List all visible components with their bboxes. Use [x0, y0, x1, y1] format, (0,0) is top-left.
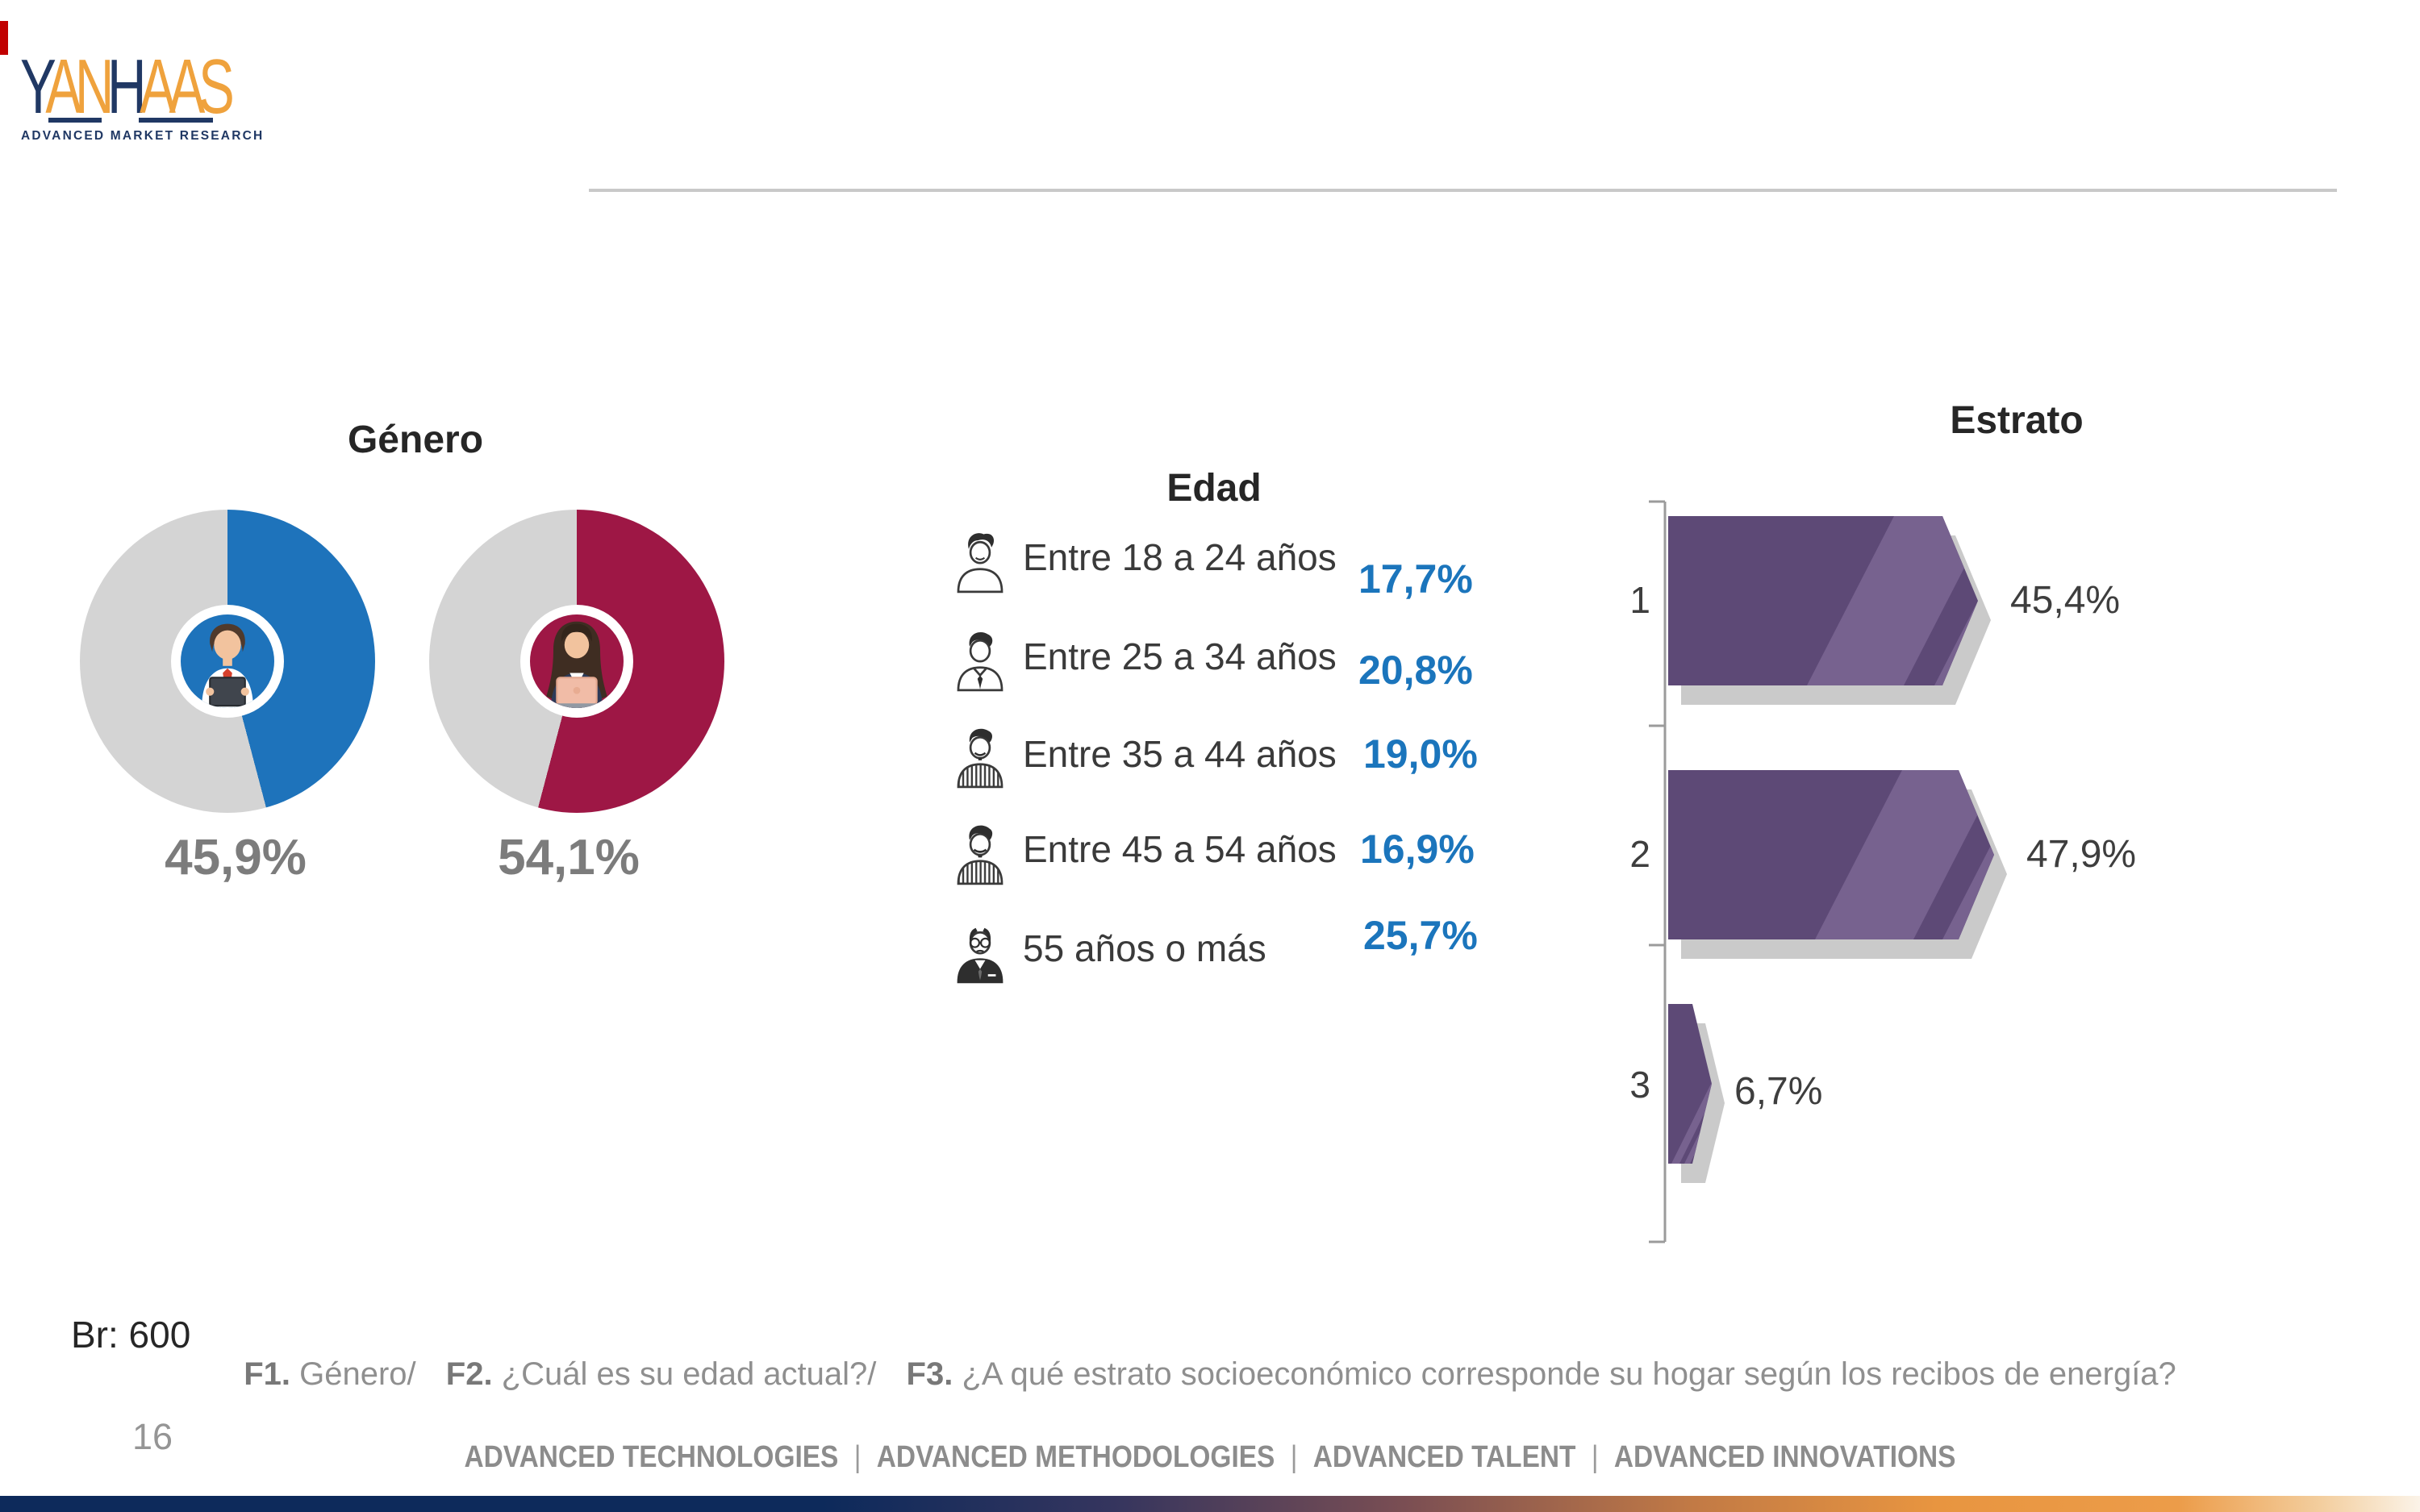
logo-letter: A — [169, 44, 206, 130]
estrato-value: 6,7% — [1734, 1070, 1823, 1113]
female-person-icon — [530, 614, 624, 708]
logo-letter: Y — [20, 44, 52, 130]
man-tie-icon — [952, 627, 1008, 692]
age-row-label: Entre 18 a 24 años — [1023, 536, 1337, 578]
age-row-value: 17,7% — [1358, 556, 1473, 602]
female-percentage: 54,1% — [498, 830, 640, 885]
estrato-bar-chart — [1649, 500, 2007, 1243]
question-prefix: F2. — [445, 1356, 493, 1392]
logo-letter: N — [74, 44, 115, 130]
footer-item: ADVANCED TALENT — [1312, 1440, 1576, 1474]
footer-separator: | — [1290, 1440, 1298, 1474]
questionnaire-note: F1. Género/ F2. ¿Cuál es su edad actual?… — [0, 1356, 2420, 1393]
logo-letter: A — [140, 44, 176, 130]
estrato-value: 47,9% — [2026, 833, 2137, 876]
footer-separator: | — [1591, 1440, 1599, 1474]
footer-tagline: ADVANCED TECHNOLOGIES | ADVANCED METHODOLO… — [145, 1440, 2275, 1475]
estrato-category: 1 — [1629, 579, 1650, 621]
footer-separator: | — [853, 1440, 862, 1474]
estrato-category: 3 — [1629, 1064, 1650, 1106]
logo-letter: S — [198, 44, 235, 130]
age-row-label: Entre 35 a 44 años — [1023, 733, 1337, 775]
logo-underline — [48, 118, 102, 123]
man-goatee-icon — [952, 724, 1008, 789]
question-text: ¿Cuál es su edad actual?/ — [492, 1356, 886, 1392]
question-prefix: F1. — [244, 1356, 290, 1392]
age-row-label: Entre 45 a 54 años — [1023, 828, 1337, 870]
age-row-value: 19,0% — [1363, 731, 1478, 777]
age-row-value: 16,9% — [1360, 827, 1475, 872]
age-row-value: 20,8% — [1358, 648, 1473, 693]
estrato-value: 45,4% — [2010, 579, 2121, 622]
logo-underline — [139, 118, 213, 123]
question-text: Género/ — [290, 1356, 425, 1392]
logo-letter: A — [45, 44, 81, 130]
estrato-title: Estrato — [1950, 399, 2084, 442]
base-size-note: Br: 600 — [71, 1314, 191, 1356]
footer-item: ADVANCED METHODOLOGIES — [876, 1440, 1275, 1474]
footer-item: ADVANCED TECHNOLOGIES — [464, 1440, 839, 1474]
logo-letter: H — [106, 44, 147, 130]
question-prefix: F3. — [906, 1356, 953, 1392]
header-divider-line — [589, 189, 2337, 192]
age-row-label: Entre 25 a 34 años — [1023, 635, 1337, 677]
footer-item: ADVANCED INNOVATIONS — [1613, 1440, 1956, 1474]
age-row-value: 25,7% — [1363, 913, 1478, 958]
young-man-icon — [952, 529, 1008, 594]
age-row-label: 55 años o más — [1023, 927, 1266, 969]
male-person-icon — [181, 614, 274, 708]
male-percentage: 45,9% — [165, 830, 307, 885]
corner-accent-mark — [0, 21, 8, 55]
gender-title: Género — [347, 419, 484, 461]
question-text: ¿A qué estrato socioeconómico correspond… — [953, 1356, 2176, 1392]
age-title: Edad — [1166, 467, 1262, 510]
man-beard-icon — [952, 821, 1008, 885]
yanhaas-logo: YANHAAS — [20, 44, 235, 130]
estrato-category: 2 — [1629, 833, 1650, 875]
bottom-gradient-bar — [0, 1496, 2420, 1512]
page-number: 16 — [132, 1416, 173, 1457]
old-man-icon — [952, 919, 1008, 984]
logo-tagline: ADVANCED MARKET RESEARCH — [21, 129, 265, 143]
